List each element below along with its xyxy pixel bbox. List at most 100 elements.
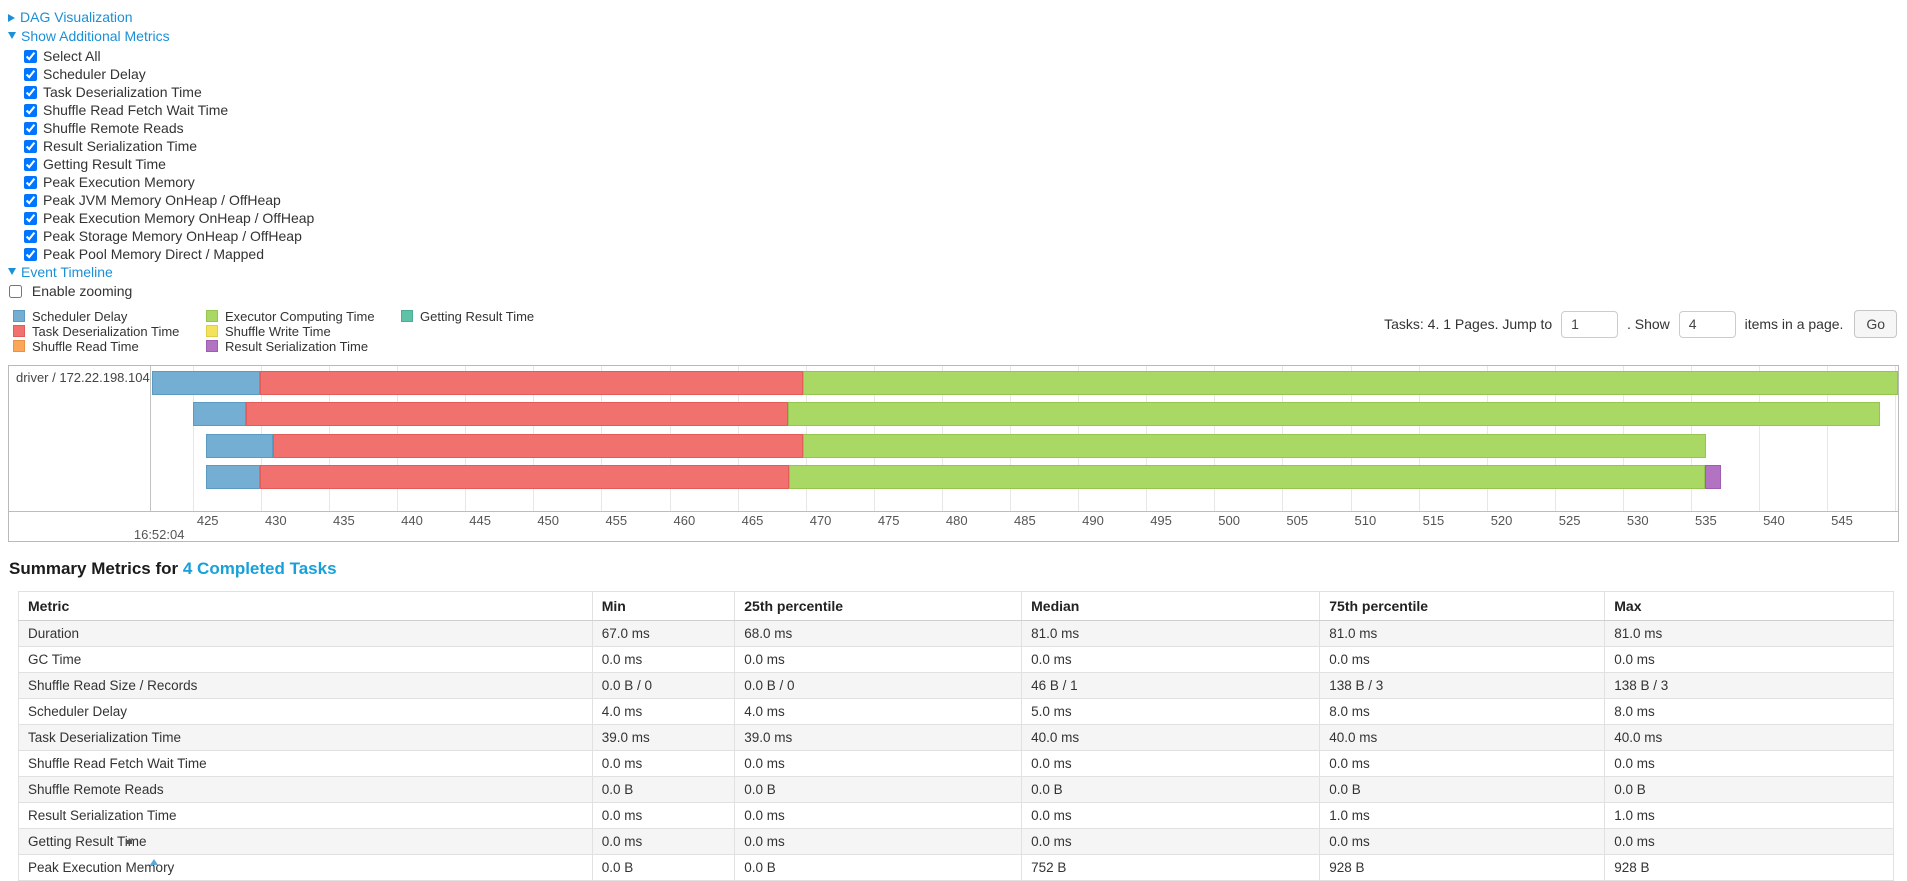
table-cell: 0.0 B / 0	[734, 672, 1023, 699]
axis-tick-label: 440	[401, 513, 423, 528]
enable-zooming-checkbox[interactable]	[9, 285, 22, 298]
metric-checkbox[interactable]	[24, 50, 37, 63]
metric-checkbox-label: Getting Result Time	[43, 156, 166, 172]
metric-checkbox[interactable]	[24, 248, 37, 261]
timeline-bar-scheduler_delay[interactable]	[206, 434, 274, 458]
metric-checkbox-row[interactable]: Getting Result Time	[24, 155, 1899, 173]
axis-tick-label: 475	[877, 513, 900, 528]
axis-tick-label: 495	[1150, 513, 1172, 528]
show-additional-metrics-link[interactable]: Show Additional Metrics	[21, 28, 170, 44]
timeline-bar-task_deserialization[interactable]	[273, 434, 803, 458]
metric-checkbox-label: Peak Pool Memory Direct / Mapped	[43, 246, 264, 262]
legend-item: Shuffle Read Time	[13, 339, 201, 354]
axis-tick-label: 535	[1694, 513, 1717, 528]
metric-checkbox-row[interactable]: Scheduler Delay	[24, 65, 1899, 83]
timeline-bar-executor_computing[interactable]	[788, 402, 1881, 426]
metric-checkbox[interactable]	[24, 104, 37, 117]
metric-checkbox-row[interactable]: Task Deserialization Time	[24, 83, 1899, 101]
metric-checkbox-row[interactable]: Select All	[24, 47, 1899, 65]
metric-checkbox-row[interactable]: Peak Execution Memory OnHeap / OffHeap	[24, 209, 1899, 227]
table-cell: Peak Execution Memory	[18, 854, 593, 881]
legend-item: Result Serialization Time	[206, 339, 396, 354]
go-button[interactable]: Go	[1854, 310, 1897, 338]
metric-checkbox-row[interactable]: Peak Storage Memory OnHeap / OffHeap	[24, 227, 1899, 245]
show-additional-metrics-toggle[interactable]: Show Additional Metrics	[8, 27, 1899, 46]
metric-checkbox[interactable]	[24, 158, 37, 171]
timeline-bar-task_deserialization[interactable]	[245, 402, 789, 426]
event-timeline-toggle[interactable]: Event Timeline	[8, 263, 1899, 282]
metric-checkbox[interactable]	[24, 194, 37, 207]
legend-label: Task Deserialization Time	[32, 324, 180, 339]
table-cell: 1.0 ms	[1604, 802, 1894, 829]
table-cell: 8.0 ms	[1319, 698, 1606, 725]
metric-checkbox[interactable]	[24, 68, 37, 81]
pagination-suffix: items in a page.	[1744, 316, 1844, 332]
table-cell: 0.0 ms	[1604, 646, 1894, 673]
metric-checkbox-row[interactable]: Result Serialization Time	[24, 137, 1899, 155]
metric-checkbox[interactable]	[24, 212, 37, 225]
timeline-bar-executor_computing[interactable]	[803, 434, 1706, 458]
timeline-bar-scheduler_delay[interactable]	[206, 465, 260, 489]
event-timeline-chart: driver / 172.22.198.104 425 430 435 440 445 4…	[8, 365, 1899, 542]
table-cell: Shuffle Read Fetch Wait Time	[18, 750, 593, 777]
table-cell: 0.0 ms	[1021, 646, 1321, 673]
metric-checkbox[interactable]	[24, 122, 37, 135]
table-cell: 8.0 ms	[1604, 698, 1894, 725]
timeline-bar-executor_computing[interactable]	[803, 371, 1898, 395]
legend-item: Task Deserialization Time	[13, 324, 201, 339]
timeline-bar-task_deserialization[interactable]	[259, 465, 790, 489]
table-cell: 0.0 ms	[1319, 646, 1606, 673]
timeline-legend: Scheduler Delay Task Deserialization Time…	[8, 309, 1899, 354]
table-cell: Duration	[18, 620, 593, 647]
metric-checkbox[interactable]	[24, 140, 37, 153]
table-header-cell: Max	[1604, 591, 1894, 621]
jump-to-page-input[interactable]	[1561, 310, 1619, 338]
metric-checkbox-row[interactable]: Peak JVM Memory OnHeap / OffHeap	[24, 191, 1899, 209]
legend-label: Result Serialization Time	[225, 339, 369, 354]
table-header-cell: 25th percentile	[734, 591, 1023, 621]
metric-checkbox-row[interactable]: Shuffle Read Fetch Wait Time	[24, 101, 1899, 119]
metric-checkbox-row[interactable]: Shuffle Remote Reads	[24, 119, 1899, 137]
table-row: Shuffle Read Fetch Wait Time 0.0 ms 0.0 ms…	[18, 750, 1894, 777]
summary-title-prefix: Summary Metrics for	[9, 559, 179, 578]
timeline-bar-result_serialization[interactable]	[1704, 465, 1721, 489]
metric-checkbox-row[interactable]: Peak Pool Memory Direct / Mapped	[24, 245, 1899, 263]
table-cell: 0.0 ms	[1319, 750, 1606, 777]
enable-zooming-label: Enable zooming	[31, 283, 133, 299]
table-cell: 752 B	[1021, 854, 1321, 881]
timeline-bar-task_deserialization[interactable]	[259, 371, 803, 395]
table-cell: 0.0 ms	[591, 750, 736, 777]
timeline-bar-scheduler_delay[interactable]	[192, 402, 246, 426]
completed-tasks-link[interactable]: 4 Completed Tasks	[182, 559, 337, 578]
table-row: Getting Result Time 0.0 ms 0.0 ms 0.0 ms 0.0…	[18, 828, 1894, 855]
metric-checkbox[interactable]	[24, 230, 37, 243]
metric-checkbox[interactable]	[24, 176, 37, 189]
table-cell: 0.0 B	[734, 854, 1023, 881]
table-cell: Result Serialization Time	[18, 802, 593, 829]
table-cell: 4.0 ms	[734, 698, 1023, 725]
metric-checkbox-label: Peak Storage Memory OnHeap / OffHeap	[43, 228, 302, 244]
pagination-prefix: Tasks: 4. 1 Pages. Jump to	[1384, 316, 1553, 332]
dag-visualization-toggle[interactable]: DAG Visualization	[8, 8, 1899, 27]
metric-checkbox[interactable]	[24, 86, 37, 99]
dag-visualization-link[interactable]: DAG Visualization	[20, 9, 133, 25]
table-cell: Scheduler Delay	[18, 698, 593, 725]
timeline-group-label: driver / 172.22.198.104	[16, 370, 150, 385]
table-row: Peak Execution Memory 0.0 B 0.0 B 752 B 928 …	[18, 854, 1894, 881]
timeline-bar-scheduler_delay[interactable]	[152, 371, 260, 395]
timeline-gridline	[1827, 366, 1829, 511]
timeline-axis-labels: 425 430 435 440 445 450 455 460 465 470 475 480 485 4…	[134, 512, 1898, 541]
event-timeline-link[interactable]: Event Timeline	[21, 264, 113, 280]
timeline-gridline	[192, 366, 194, 511]
timeline-bar-executor_computing[interactable]	[789, 465, 1705, 489]
table-cell: 4.0 ms	[591, 698, 736, 725]
table-cell: Task Deserialization Time	[18, 724, 593, 751]
items-per-page-input[interactable]	[1678, 310, 1736, 338]
table-cell: 0.0 ms	[1604, 750, 1894, 777]
timeline-task-row	[152, 402, 1898, 426]
legend-label: Shuffle Read Time	[32, 339, 139, 354]
axis-tick-label: 455	[605, 513, 628, 528]
enable-zooming-row[interactable]: Enable zooming	[8, 283, 132, 299]
metric-checkbox-row[interactable]: Peak Execution Memory	[24, 173, 1899, 191]
legend-swatch-icon	[206, 310, 218, 322]
